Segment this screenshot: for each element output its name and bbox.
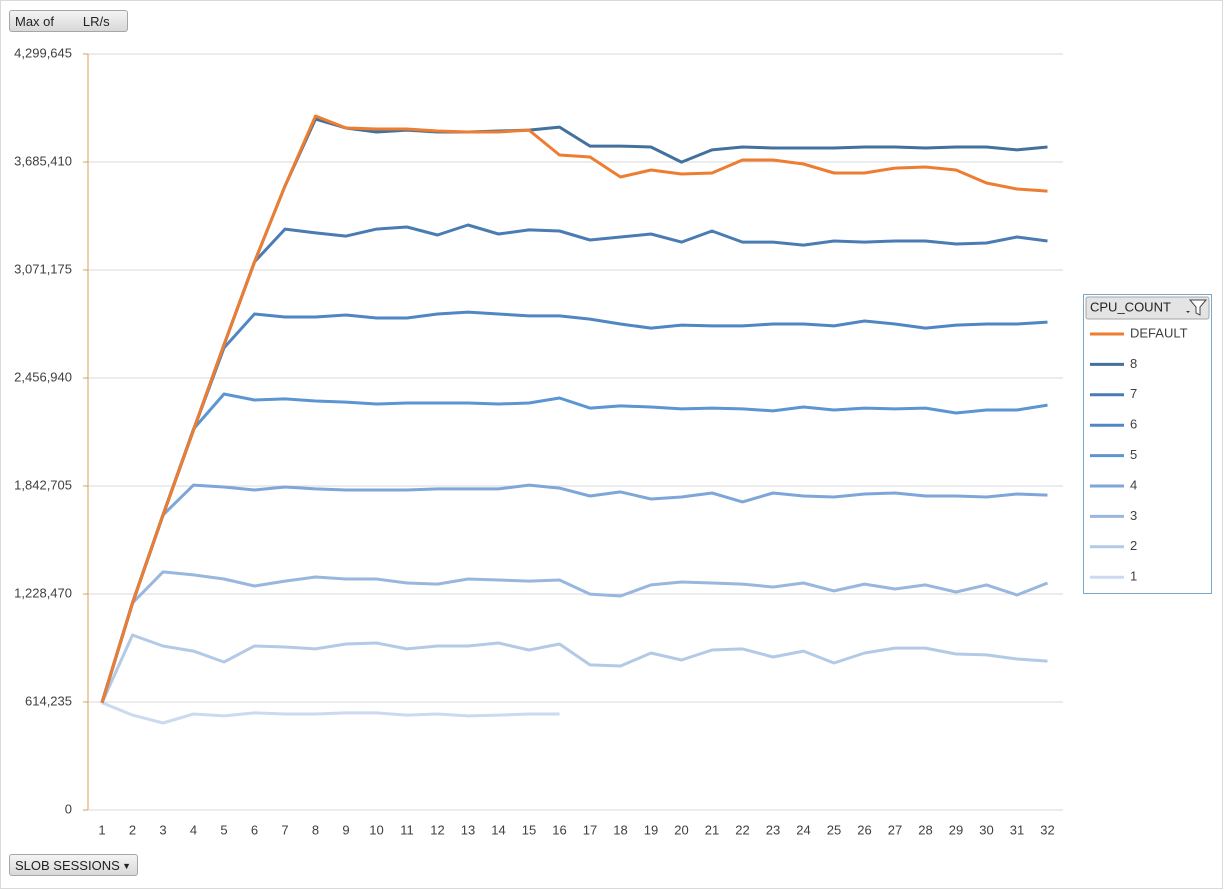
series-line: [100, 392, 1048, 704]
legend-label: 1: [1130, 569, 1137, 584]
y-tick-label: 614,235: [25, 693, 72, 708]
value-field-button[interactable]: Max of LR/s: [9, 10, 128, 32]
x-tick-label: 19: [644, 822, 658, 837]
y-tick-label: 1,228,470: [14, 585, 72, 600]
x-tick-label: 3: [159, 822, 166, 837]
x-tick-label: 12: [430, 822, 444, 837]
x-tick-label: 13: [461, 822, 475, 837]
x-tick-label: 10: [369, 822, 383, 837]
y-tick-label: 3,071,175: [14, 261, 72, 276]
x-tick-label: 9: [342, 822, 349, 837]
series-line: [100, 223, 1048, 704]
x-tick-label: 29: [949, 822, 963, 837]
y-tick-label: 1,842,705: [14, 477, 72, 492]
x-tick-label: 31: [1010, 822, 1024, 837]
legend-box: [1083, 294, 1212, 594]
x-tick-label: 18: [613, 822, 627, 837]
series-line: [100, 310, 1048, 704]
x-tick-label: 15: [522, 822, 536, 837]
x-tick-label: 26: [857, 822, 871, 837]
y-tick-label: 3,685,410: [14, 153, 72, 168]
legend-field-button[interactable]: [1085, 296, 1210, 320]
x-tick-label: 11: [400, 822, 414, 837]
legend-label: 3: [1130, 508, 1137, 523]
series-line: [101, 701, 560, 725]
y-tick-label: 4,299,645: [14, 45, 72, 60]
x-tick-label: 17: [583, 822, 597, 837]
series-line: [100, 570, 1049, 704]
x-tick-label: 14: [491, 822, 505, 837]
x-tick-label: 16: [552, 822, 566, 837]
x-tick-label: 25: [827, 822, 841, 837]
x-tick-label: 7: [281, 822, 288, 837]
x-tick-label: 6: [251, 822, 258, 837]
x-tick-label: 2: [129, 822, 136, 837]
x-tick-label: 1: [98, 822, 105, 837]
x-tick-label: 22: [735, 822, 749, 837]
axis-field-label: SLOB SESSIONS: [15, 858, 120, 873]
series-line: [100, 633, 1048, 704]
axis-field-button[interactable]: SLOB SESSIONS ▼: [9, 854, 138, 876]
x-tick-label: 28: [918, 822, 932, 837]
x-tick-label: 30: [979, 822, 993, 837]
filter-icon: [1188, 299, 1208, 316]
dropdown-arrow: [1186, 311, 1190, 313]
plot-area: [83, 53, 1063, 811]
dropdown-arrow: ▼: [122, 861, 131, 871]
x-tick-label: 4: [190, 822, 197, 837]
y-tick-label: 2,456,940: [14, 369, 72, 384]
series-line: [100, 114, 1048, 704]
legend-label: 5: [1130, 447, 1137, 462]
x-tick-label: 21: [705, 822, 719, 837]
x-tick-label: 32: [1040, 822, 1054, 837]
series-line: [100, 117, 1048, 704]
x-tick-label: 5: [220, 822, 227, 837]
legend-label: 6: [1130, 417, 1137, 432]
x-tick-label: 27: [888, 822, 902, 837]
x-tick-label: 20: [674, 822, 688, 837]
legend-label: DEFAULT: [1130, 325, 1188, 340]
legend-label: 7: [1130, 386, 1137, 401]
legend-label: 8: [1130, 356, 1137, 371]
legend-label: 4: [1130, 477, 1137, 492]
legend-label: 2: [1130, 538, 1137, 553]
x-tick-label: 23: [766, 822, 780, 837]
y-tick-label: 0: [65, 801, 72, 816]
x-tick-label: 8: [312, 822, 319, 837]
legend-title: CPU_COUNT: [1090, 299, 1171, 314]
series-line: [100, 483, 1048, 704]
x-tick-label: 24: [796, 822, 810, 837]
